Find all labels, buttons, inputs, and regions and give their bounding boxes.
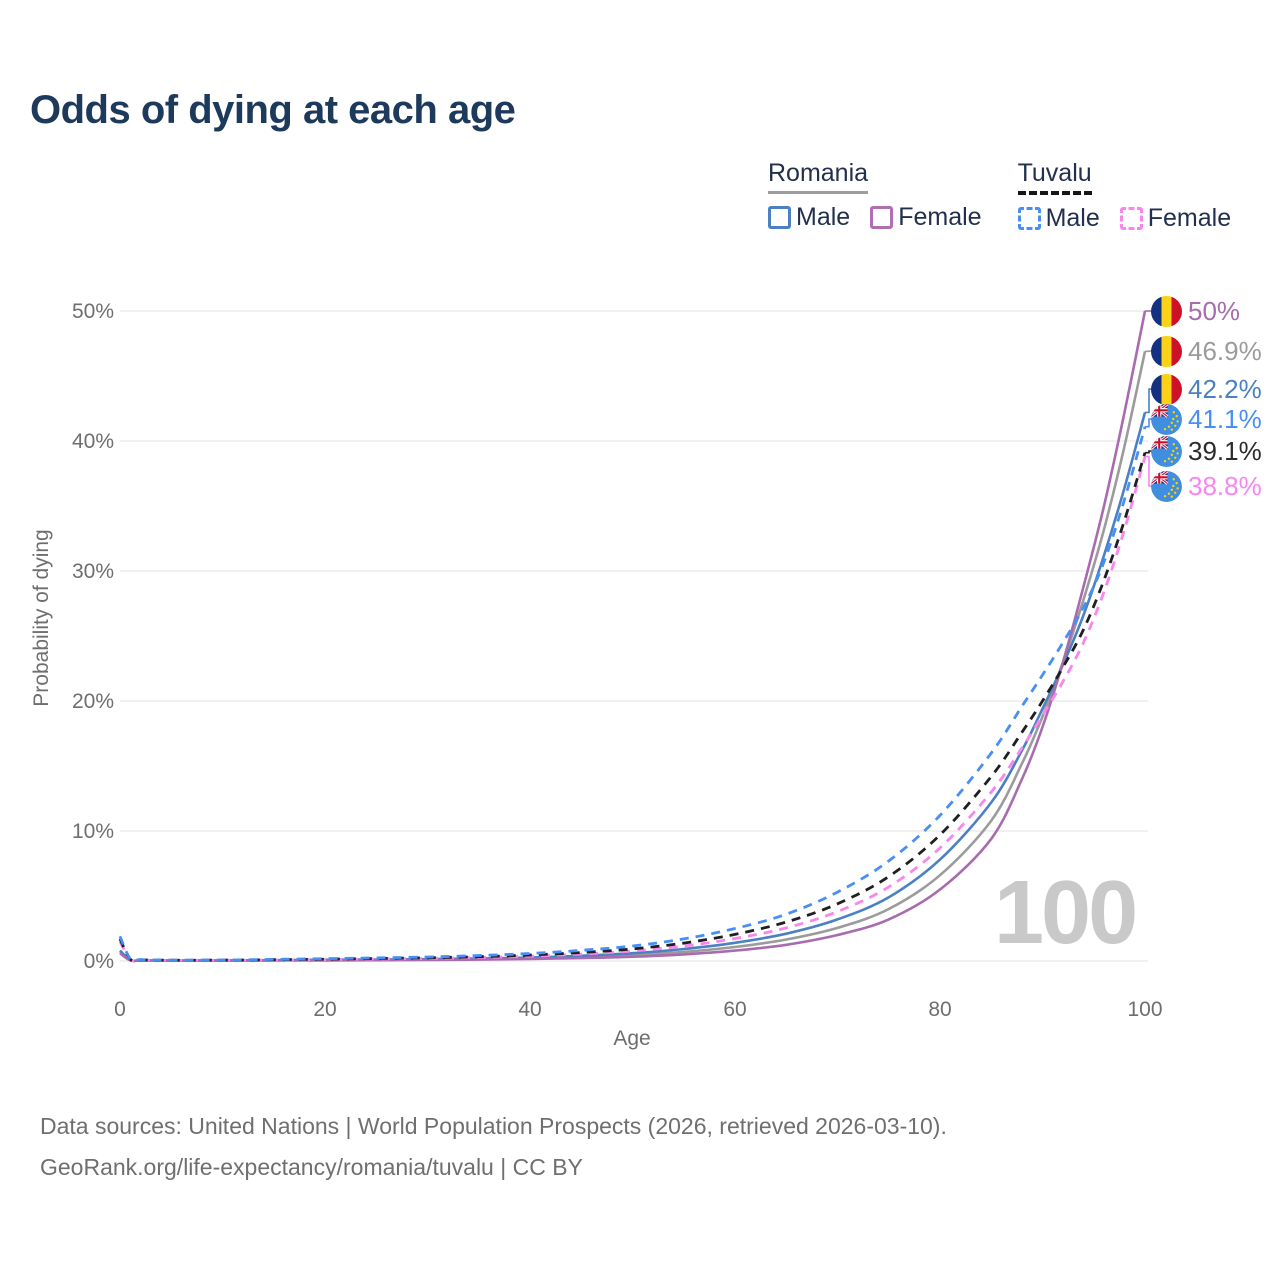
series-line-tuvalu-male — [118, 426, 1147, 963]
end-label-connector-tuvalu-female — [1145, 455, 1153, 487]
footer-attribution-url: GeoRank.org/life-expectancy/romania/tuva… — [40, 1154, 583, 1180]
tuvalu-flag-icon — [1151, 435, 1182, 467]
legend-romania-title: Romania — [768, 159, 869, 194]
end-label-romania-total: 46.9% — [1151, 335, 1262, 367]
legend-label-tuvalu-female: Female — [1147, 203, 1232, 232]
legend-tuvalu-title: Tuvalu — [1017, 159, 1092, 195]
legend-group-romania: Romania Male Female — [768, 159, 982, 233]
end-label-connector-tuvalu-male — [1145, 418, 1153, 428]
end-label-value-tuvalu-total: 39.1% — [1188, 435, 1262, 466]
tuvalu-male-swatch-icon — [1017, 206, 1041, 230]
end-label-value-romania-male: 42.2% — [1188, 373, 1262, 404]
x-axis-title: Age — [613, 1027, 651, 1050]
tuvalu-female-swatch-icon — [1119, 206, 1143, 230]
legend-item-tuvalu-male[interactable]: Male — [1017, 203, 1100, 233]
legend-item-tuvalu-female[interactable]: Female — [1119, 203, 1232, 233]
legend-label-romania-male: Male — [796, 202, 851, 231]
end-label-tuvalu-total: 39.1% — [1151, 435, 1262, 467]
romania-flag-icon — [1151, 373, 1182, 405]
footer: Data sources: United Nations | World Pop… — [40, 1106, 947, 1188]
y-tick-label: 50% — [72, 300, 114, 323]
end-label-romania-female: 50% — [1151, 295, 1240, 327]
x-tick-label: 100 — [1127, 998, 1162, 1021]
x-tick-label: 20 — [313, 998, 336, 1021]
end-label-value-tuvalu-male: 41.1% — [1188, 403, 1262, 434]
romania-flag-icon — [1151, 295, 1182, 327]
x-tick-label: 40 — [518, 998, 541, 1021]
end-label-value-romania-female: 50% — [1188, 295, 1241, 326]
romania-male-swatch-icon — [768, 205, 791, 229]
legend-romania-items: Male Female — [768, 203, 982, 232]
legend-label-tuvalu-male: Male — [1045, 203, 1100, 232]
legend-item-romania-male[interactable]: Male — [768, 203, 850, 232]
end-label-value-tuvalu-female: 38.8% — [1188, 470, 1262, 501]
tuvalu-flag-icon — [1151, 403, 1182, 435]
x-tick-label: 0 — [114, 998, 126, 1021]
end-label-tuvalu-female: 38.8% — [1151, 470, 1262, 502]
legend: Romania Male Female Tuvalu Male — [768, 159, 1232, 233]
y-tick-label: 30% — [72, 560, 114, 583]
end-label-romania-male: 42.2% — [1151, 373, 1262, 405]
legend-item-romania-female[interactable]: Female — [870, 202, 982, 232]
legend-group-tuvalu: Tuvalu Male Female — [1017, 159, 1232, 233]
legend-tuvalu-items: Male Female — [1017, 203, 1232, 233]
y-tick-label: 0% — [84, 950, 114, 973]
romania-female-swatch-icon — [870, 205, 894, 229]
tuvalu-flag-icon — [1151, 470, 1182, 502]
page-title: Odds of dying at each age — [30, 88, 516, 132]
y-tick-label: 10% — [72, 820, 114, 843]
legend-label-romania-female: Female — [898, 202, 982, 231]
y-tick-label: 40% — [72, 430, 114, 453]
end-label-connector-tuvalu-total — [1145, 450, 1153, 454]
x-tick-label: 80 — [928, 998, 951, 1021]
footer-data-sources: Data sources: United Nations | World Pop… — [40, 1113, 947, 1139]
end-label-value-romania-total: 46.9% — [1188, 335, 1262, 366]
watermark-age-100: 100 — [994, 863, 1138, 963]
end-label-tuvalu-male: 41.1% — [1151, 403, 1262, 435]
romania-flag-icon — [1151, 335, 1182, 367]
x-tick-label: 60 — [723, 998, 746, 1021]
y-tick-label: 20% — [72, 690, 114, 713]
